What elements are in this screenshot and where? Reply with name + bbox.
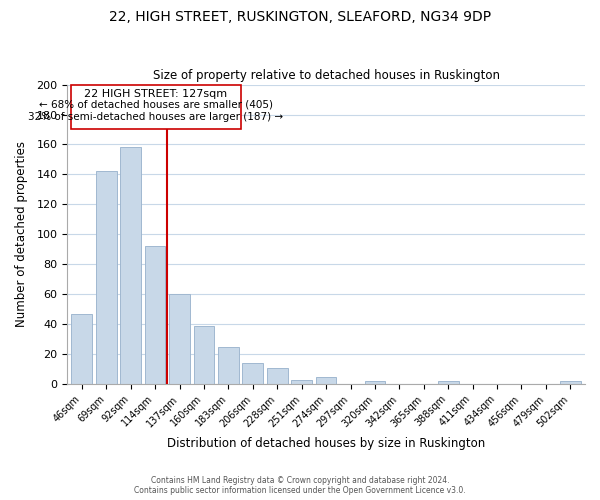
Bar [316, 376, 337, 384]
Bar [291, 380, 312, 384]
Bar [438, 381, 458, 384]
FancyBboxPatch shape [71, 84, 241, 130]
Text: 22, HIGH STREET, RUSKINGTON, SLEAFORD, NG34 9DP: 22, HIGH STREET, RUSKINGTON, SLEAFORD, N… [109, 10, 491, 24]
Bar [96, 172, 116, 384]
Bar [242, 363, 263, 384]
Bar [218, 346, 239, 384]
Y-axis label: Number of detached properties: Number of detached properties [15, 142, 28, 328]
Text: ← 68% of detached houses are smaller (405): ← 68% of detached houses are smaller (40… [39, 100, 273, 110]
Text: Contains HM Land Registry data © Crown copyright and database right 2024.
Contai: Contains HM Land Registry data © Crown c… [134, 476, 466, 495]
X-axis label: Distribution of detached houses by size in Ruskington: Distribution of detached houses by size … [167, 437, 485, 450]
Bar [365, 381, 385, 384]
Text: 32% of semi-detached houses are larger (187) →: 32% of semi-detached houses are larger (… [28, 112, 283, 122]
Bar [267, 368, 287, 384]
Bar [71, 314, 92, 384]
Bar [194, 326, 214, 384]
Text: 22 HIGH STREET: 127sqm: 22 HIGH STREET: 127sqm [84, 89, 227, 99]
Bar [121, 148, 141, 384]
Title: Size of property relative to detached houses in Ruskington: Size of property relative to detached ho… [152, 69, 500, 82]
Bar [560, 381, 581, 384]
Bar [169, 294, 190, 384]
Bar [145, 246, 166, 384]
